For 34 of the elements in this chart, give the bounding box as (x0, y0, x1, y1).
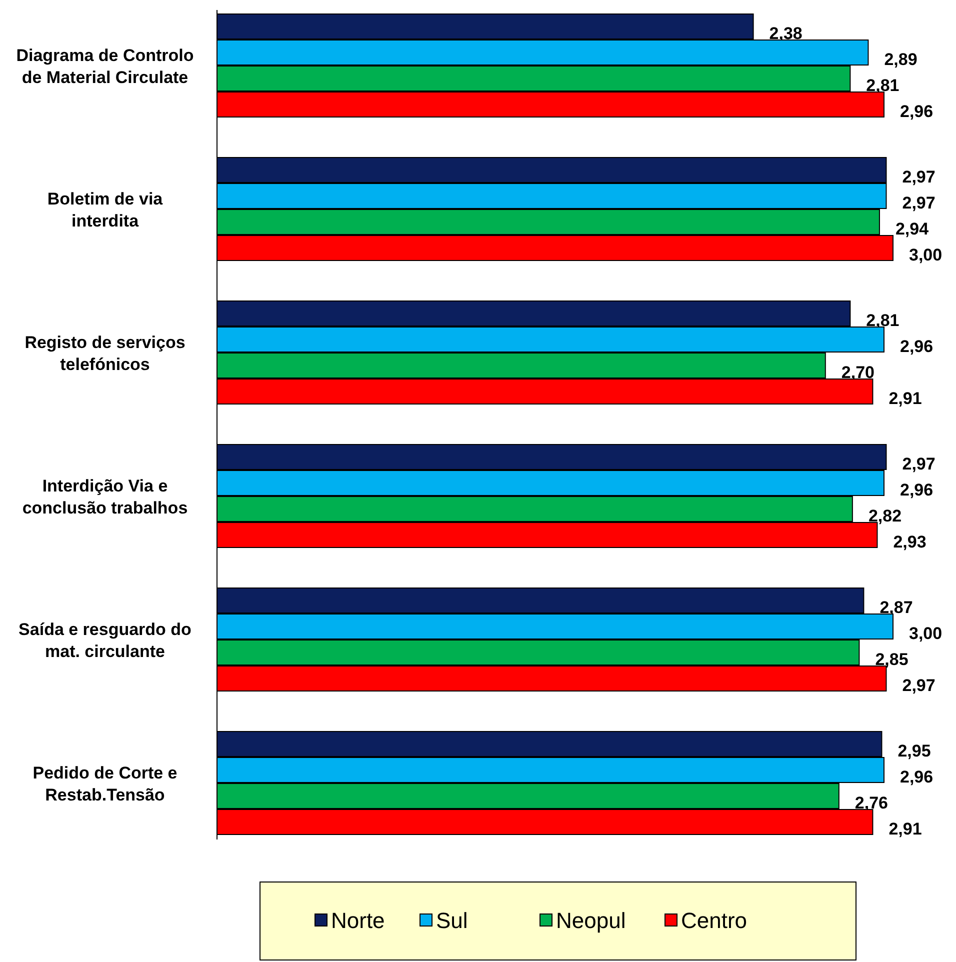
data-label: 2,91 (888, 389, 922, 408)
data-label: 2,95 (898, 742, 931, 760)
data-label: 2,91 (888, 820, 922, 838)
data-label: 3,00 (909, 246, 942, 264)
data-label: 2,76 (854, 794, 888, 812)
data-label: 2,96 (900, 768, 934, 786)
data-label: 2,89 (884, 50, 918, 69)
data-label: 2,96 (900, 102, 934, 121)
y-tick-label: Interdição Via e conclusão trabalhos (22, 476, 188, 518)
legend-label: Sul (436, 908, 468, 933)
data-label: 2,93 (893, 532, 926, 552)
data-label: 2,82 (868, 506, 902, 526)
legend-label: Neopul (556, 908, 626, 933)
data-label: 2,97 (902, 168, 936, 186)
data-label: 2,94 (895, 220, 930, 238)
y-tick-label: Diagrama de Controlo de Material Circulate (16, 46, 194, 87)
y-tick-label: Saída e resguardo do mat. circulante (18, 620, 192, 661)
data-label: 2,97 (902, 194, 936, 212)
data-label: 2,87 (880, 598, 913, 617)
data-label: 3,00 (909, 624, 942, 643)
data-label: 2,70 (841, 363, 874, 382)
data-label: 2,38 (769, 24, 802, 43)
legend-label: Norte (331, 908, 385, 933)
data-label: 2,97 (902, 676, 936, 695)
y-tick-label: Registo de serviços telefónicos (24, 333, 186, 374)
data-label: 2,97 (902, 454, 936, 474)
legend-label: Centro (681, 908, 748, 933)
data-label: 2,81 (866, 311, 900, 330)
y-tick-label: Boletim de via interdita (47, 190, 164, 230)
y-tick-label: Pedido de Corte e Restab.Tensão (32, 764, 178, 804)
data-label: 2,96 (900, 337, 934, 356)
data-label: 2,81 (866, 76, 900, 95)
data-label: 2,96 (900, 480, 934, 500)
data-label: 2,85 (875, 650, 908, 669)
